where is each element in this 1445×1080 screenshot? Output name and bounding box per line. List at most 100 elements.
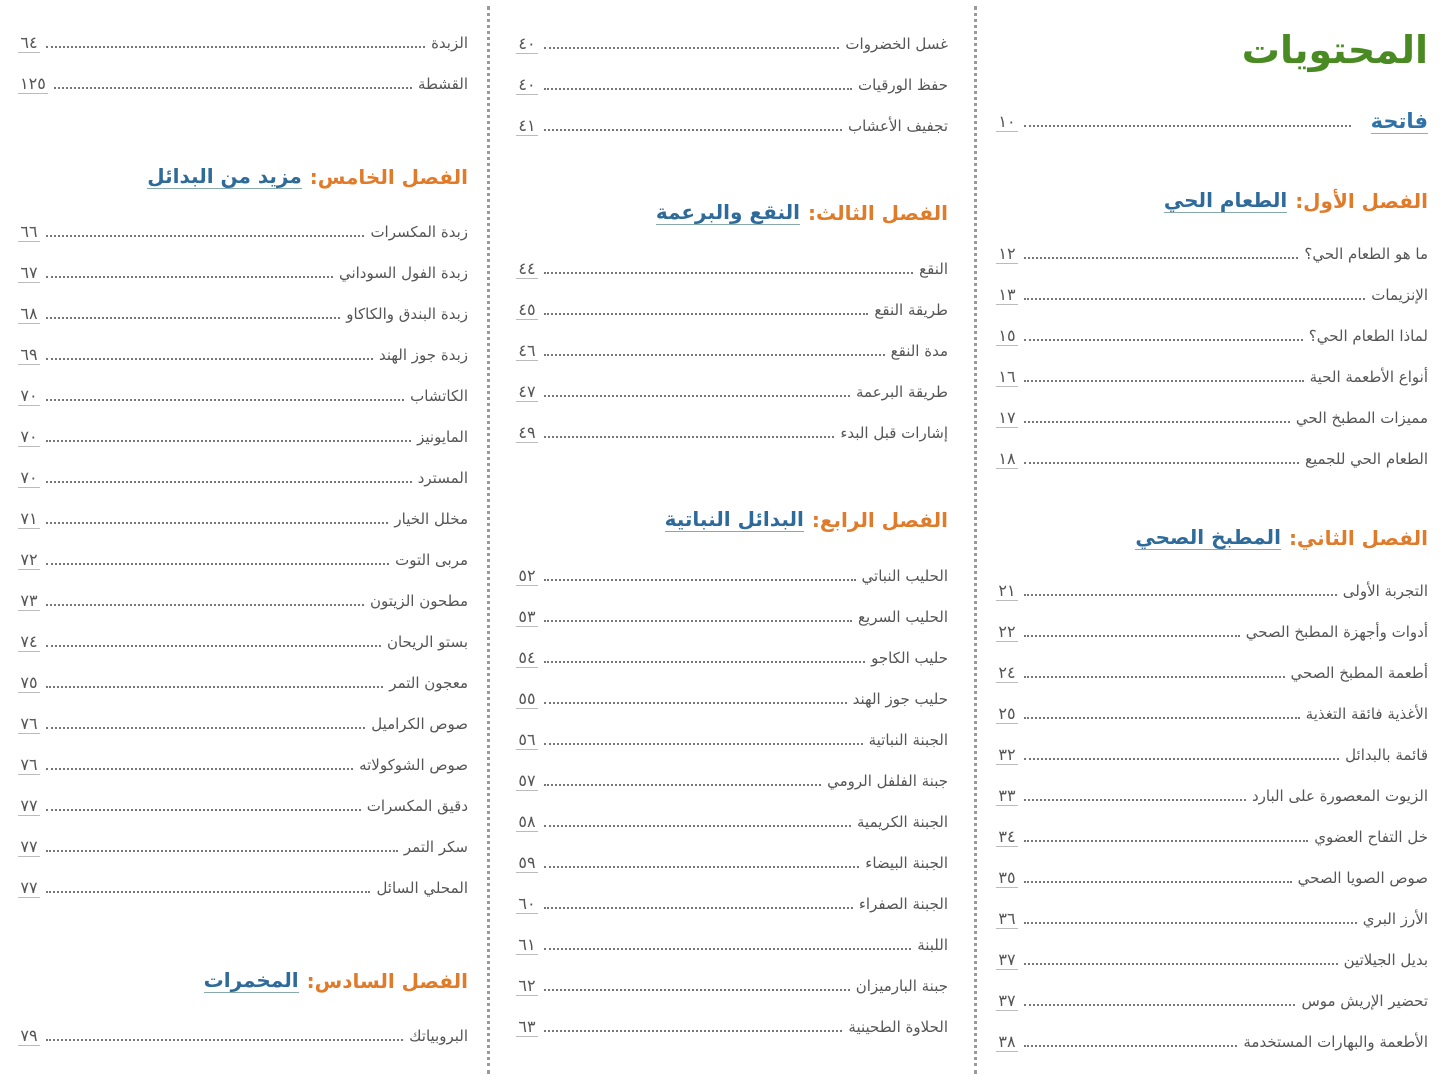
page-number: ٢٥ [996, 704, 1018, 724]
toc-entry: زبدة البندق والكاكاو ٦٨ [18, 293, 468, 334]
toc-entry: طريقة النقع ٤٥ [516, 289, 948, 330]
toc-entry: مميزات المطبخ الحي ١٧ [996, 397, 1428, 438]
page-number: ٧٦ [18, 714, 40, 734]
page-number: ١٢ [996, 244, 1018, 264]
entry-title: سكر التمر [403, 837, 468, 856]
dot-leader [1024, 420, 1290, 423]
dot-leader [1024, 675, 1285, 678]
chapter-heading: الفصل الرابع: البدائل النباتية [516, 499, 948, 540]
dot-leader [46, 316, 341, 319]
toc-entry: تجفيف الأعشاب ٤١ [516, 105, 948, 146]
toc-entry: تحضير الإريش موس ٣٧ [996, 980, 1428, 1021]
entry-title: أطعمة المطبخ الصحي [1290, 663, 1428, 682]
page-number: ٤١ [516, 116, 538, 136]
entry-title: الأغذية فائقة التغذية [1305, 704, 1428, 723]
chapter-name: المخمرات [203, 968, 299, 993]
toc-entry: القشطة ١٢٥ [18, 63, 468, 104]
chapter-heading: الفصل الأول: الطعام الحي [996, 180, 1428, 221]
page-number: ٣٥ [996, 868, 1018, 888]
entry-title: الزبدة [431, 33, 468, 52]
entry-title: دقيق المكسرات [366, 796, 468, 815]
dot-leader [46, 808, 361, 811]
page-number: ٣٧ [996, 991, 1018, 1011]
dot-leader [544, 660, 866, 663]
dot-leader [544, 128, 842, 131]
entry-title: خل التفاح العضوي [1314, 827, 1428, 846]
dot-leader [544, 312, 869, 315]
toc-entry: معجون التمر ٧٥ [18, 662, 468, 703]
toc-entry: لماذا الطعام الحي؟ ١٥ [996, 315, 1428, 356]
page-number: ٦٦ [18, 222, 40, 242]
dot-leader [544, 1029, 843, 1032]
page-number: ٧٠ [18, 386, 40, 406]
toc-entry: حفظ الورقيات ٤٠ [516, 64, 948, 105]
entry-title: المسترد [417, 468, 468, 487]
column-divider [974, 6, 977, 1074]
dot-leader [544, 271, 914, 274]
dot-leader [544, 824, 851, 827]
entry-title: طريقة البرعمة [856, 382, 948, 401]
toc-entry: صوص الصويا الصحي ٣٥ [996, 857, 1428, 898]
dot-leader [1024, 921, 1357, 924]
page-number: ٤٥ [516, 300, 538, 320]
chapter-name: البدائل النباتية [664, 507, 804, 532]
dot-leader [1024, 1003, 1296, 1006]
page-number: ١٥ [996, 326, 1018, 346]
dot-leader [544, 435, 835, 438]
dot-leader [1024, 124, 1351, 127]
page-number: ٧٥ [18, 673, 40, 693]
dot-leader [1024, 716, 1300, 719]
dot-leader [1024, 634, 1240, 637]
page-number: ٤٩ [516, 423, 538, 443]
dot-leader [1024, 880, 1292, 883]
entry-title: مميزات المطبخ الحي [1295, 408, 1428, 427]
dot-leader [544, 742, 863, 745]
dot-leader [46, 603, 364, 606]
page-number: ٧٩ [18, 1026, 40, 1046]
toc-entry: الجبنة البيضاء ٥٩ [516, 842, 948, 883]
dot-leader [1024, 757, 1340, 760]
entry-title: اللبنة [917, 935, 948, 954]
entry-title: الحلاوة الطحينية [848, 1017, 948, 1036]
page-number: ١٧ [996, 408, 1018, 428]
entry-title: النقع [919, 259, 948, 278]
toc-entry: الأرز البري ٣٦ [996, 898, 1428, 939]
toc-entry: الأغذية فائقة التغذية ٢٥ [996, 693, 1428, 734]
page-number: ٧٠ [18, 468, 40, 488]
dot-leader [544, 783, 822, 786]
toc-entry: مخلل الخيار ٧١ [18, 498, 468, 539]
entry-title: معجون التمر [389, 673, 468, 692]
page-number: ٣٨ [996, 1032, 1018, 1052]
entry-title: الإنزيمات [1371, 285, 1428, 304]
toc-entry: جبنة الفلفل الرومي ٥٧ [516, 760, 948, 801]
page-number: ١٠ [996, 112, 1018, 132]
entry-title: زبدة البندق والكاكاو [346, 304, 468, 323]
page-number: ٥٢ [516, 566, 538, 586]
page-number: ٤٦ [516, 341, 538, 361]
entry-title: تحضير الإريش موس [1301, 991, 1428, 1010]
toc-entry: الحليب النباتي ٥٢ [516, 555, 948, 596]
intro-name: فاتحة [1370, 109, 1428, 134]
page-number: ٧٧ [18, 796, 40, 816]
toc-entry: بستو الريحان ٧٤ [18, 621, 468, 662]
dot-leader [46, 45, 426, 48]
page-number: ٥٧ [516, 771, 538, 791]
toc-entry: النقع ٤٤ [516, 248, 948, 289]
dot-leader [544, 906, 853, 909]
page-number: ٢١ [996, 581, 1018, 601]
entry-title: الجبنة الكريمية [857, 812, 948, 831]
chapter-name: المطبخ الصحي [1135, 525, 1281, 550]
dot-leader [1024, 338, 1303, 341]
toc-entry: حليب جوز الهند ٥٥ [516, 678, 948, 719]
dot-leader [46, 398, 405, 401]
entry-title: ما هو الطعام الحي؟ [1304, 244, 1428, 263]
dot-leader [46, 644, 381, 647]
toc-entry: الزيوت المعصورة على البارد ٣٣ [996, 775, 1428, 816]
page-number: ٣٧ [996, 950, 1018, 970]
entry-title: الجبنة النباتية [868, 730, 948, 749]
entry-title: الأطعمة والبهارات المستخدمة [1243, 1032, 1428, 1051]
chapter-heading: الفصل الخامس: مزيد من البدائل [18, 156, 468, 197]
page-number: ٦٨ [18, 304, 40, 324]
